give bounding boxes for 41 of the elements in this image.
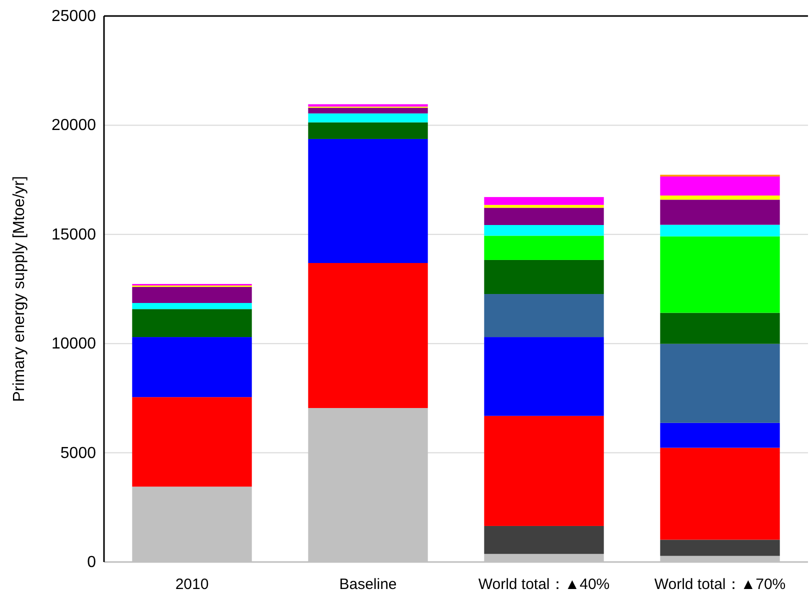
bar xyxy=(660,312,780,344)
bar xyxy=(132,309,252,338)
x-tick-label: World total：▲40% xyxy=(478,576,610,593)
bar xyxy=(484,208,604,226)
bar xyxy=(660,422,780,448)
bar xyxy=(660,448,780,540)
bar xyxy=(660,200,780,225)
bar xyxy=(132,286,252,303)
x-tick-label: Baseline xyxy=(339,576,397,593)
bar xyxy=(308,108,428,114)
y-tick-label: 20000 xyxy=(52,117,96,134)
y-tick-label: 25000 xyxy=(52,8,96,25)
bar xyxy=(484,416,604,526)
y-axis-title: Primary energy supply [Mtoe/yr] xyxy=(11,176,28,402)
bar xyxy=(660,224,780,236)
bar xyxy=(484,294,604,338)
y-tick-label: 10000 xyxy=(52,336,96,353)
bar xyxy=(308,113,428,122)
bar xyxy=(484,225,604,236)
x-tick-label: 2010 xyxy=(175,576,209,593)
bar xyxy=(484,197,604,205)
bar xyxy=(660,540,780,556)
bar xyxy=(308,122,428,139)
x-tick-label: World total：▲70% xyxy=(654,576,786,593)
bar xyxy=(660,344,780,423)
bar xyxy=(660,196,780,200)
y-tick-label: 5000 xyxy=(60,444,96,462)
bar xyxy=(660,236,780,313)
bar xyxy=(132,302,252,310)
bar xyxy=(484,526,604,554)
bar xyxy=(484,204,604,208)
bar xyxy=(308,263,428,408)
bar xyxy=(132,397,252,487)
bar xyxy=(484,236,604,260)
bar xyxy=(484,337,604,416)
y-tick-label: 0 xyxy=(87,554,96,571)
y-tick-label: 15000 xyxy=(52,226,96,244)
bar xyxy=(308,104,428,107)
bar xyxy=(308,138,428,264)
bar xyxy=(484,260,604,294)
bar xyxy=(132,337,252,398)
